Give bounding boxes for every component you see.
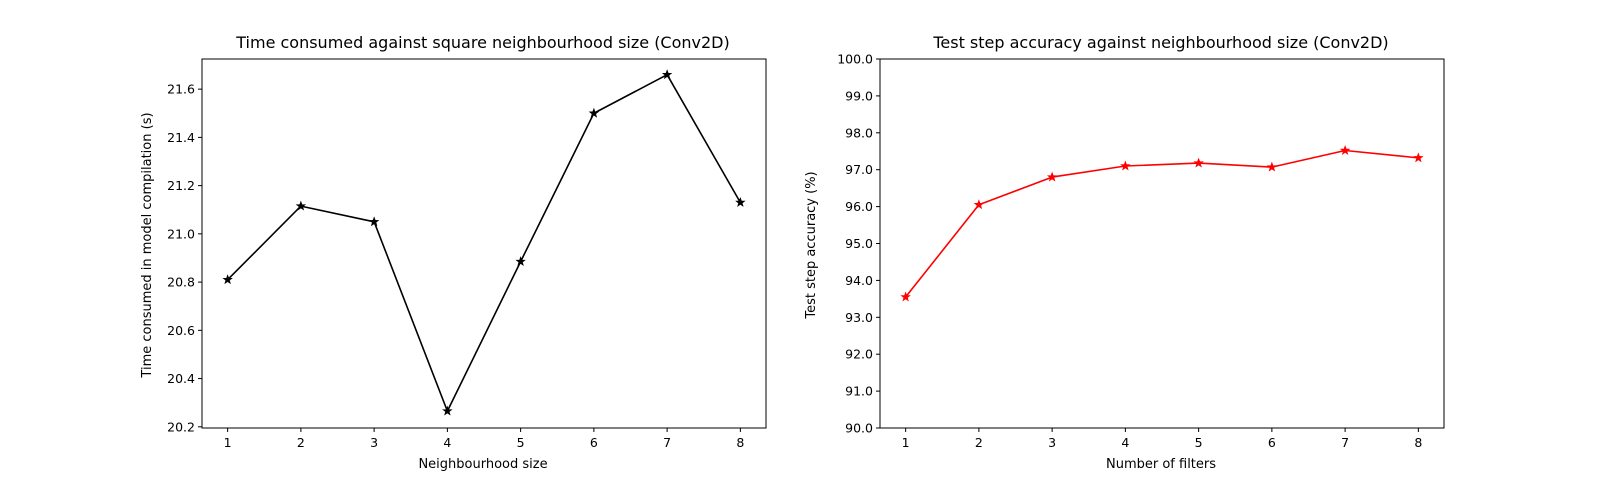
y-tick-label: 93.0 [845,310,873,325]
y-tick-label: 96.0 [845,199,873,214]
data-point-marker [1193,157,1204,168]
data-point-marker [1413,152,1424,163]
x-tick-label: 2 [297,435,305,450]
x-tick-label: 5 [1195,435,1203,450]
data-point-marker [368,216,380,227]
x-tick-label: 3 [1048,435,1056,450]
x-tick-label: 8 [1414,435,1422,450]
y-tick-label: 20.2 [167,419,195,434]
data-point-marker [442,405,453,416]
data-point-marker [735,197,746,207]
chart-title: Test step accuracy against neighbourhood… [932,33,1388,52]
x-tick-label: 2 [975,435,983,450]
y-axis-label: Time consumed in model compilation (s) [140,112,155,378]
y-tick-label: 20.6 [167,323,195,338]
data-point-marker [515,256,526,267]
y-tick-label: 21.0 [167,226,195,241]
y-tick-label: 20.4 [167,371,195,386]
y-tick-label: 20.8 [167,275,195,290]
data-point-marker [1120,160,1131,171]
series-line [227,73,742,412]
test-accuracy-chart: Test step accuracy against neighbourhood… [804,33,1445,472]
x-tick-label: 7 [1341,435,1349,450]
data-point-marker [1266,161,1278,172]
chart-title: Time consumed against square neighbourho… [235,33,730,52]
x-tick-label: 3 [370,435,378,450]
y-tick-label: 90.0 [845,421,873,436]
series-line [905,149,1419,298]
x-axis-label: Neighbourhood size [418,457,547,472]
y-tick-label: 91.0 [845,384,873,399]
data-point-marker [900,291,911,302]
x-tick-label: 1 [224,435,232,450]
data-point-marker [295,200,307,211]
x-tick-label: 7 [663,435,671,450]
data-point-marker [661,69,673,80]
data-point-marker [973,199,985,210]
x-axis-label: Number of filters [1106,457,1216,472]
y-axis-label: Test step accuracy (%) [804,171,819,319]
data-point-marker [222,274,233,285]
y-tick-label: 21.2 [167,178,195,193]
time-consumed-chart: Time consumed against square neighbourho… [140,33,767,472]
x-tick-label: 5 [517,435,525,450]
data-point-marker [1046,171,1058,182]
y-tick-label: 94.0 [845,273,873,288]
y-tick-label: 21.4 [167,130,195,145]
x-tick-label: 1 [902,435,910,450]
y-tick-label: 99.0 [845,88,873,103]
x-tick-label: 6 [590,435,598,450]
x-tick-label: 6 [1268,435,1276,450]
x-tick-label: 4 [1121,435,1129,450]
y-tick-label: 98.0 [845,125,873,140]
y-tick-label: 21.6 [167,82,195,97]
data-point-marker [1339,145,1351,155]
x-tick-label: 8 [736,435,744,450]
x-tick-label: 4 [443,435,451,450]
plot-frame [201,58,767,429]
plot-frame [879,58,1445,429]
y-tick-label: 97.0 [845,162,873,177]
y-tick-label: 100.0 [837,52,873,67]
data-point-marker [588,107,600,118]
y-tick-label: 92.0 [845,347,873,362]
y-tick-label: 95.0 [845,236,873,251]
